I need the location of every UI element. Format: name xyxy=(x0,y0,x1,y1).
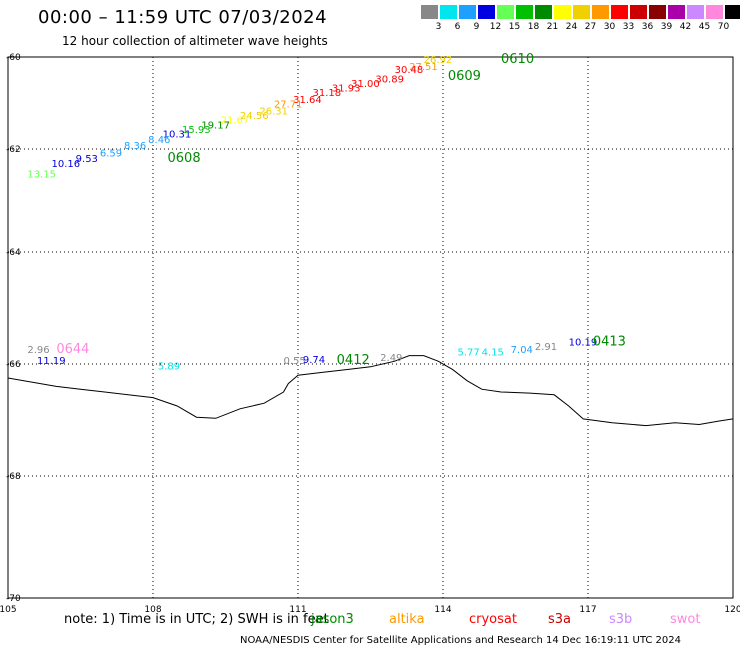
scale-swatch xyxy=(649,5,666,19)
wave-height-label: 9.74 xyxy=(303,355,325,366)
wave-height-label: 8.36 xyxy=(124,141,146,152)
wave-height-label: 31.18 xyxy=(313,88,342,99)
wave-height-label: 2.91 xyxy=(535,342,557,353)
lat-tick-label: -62 xyxy=(6,145,21,155)
map-subtitle: 12 hour collection of altimeter wave hei… xyxy=(62,34,328,48)
scale-swatch xyxy=(706,5,723,19)
scale-label: 39 xyxy=(660,22,673,32)
scale-label: 21 xyxy=(546,22,559,32)
scale-label: 12 xyxy=(489,22,502,32)
lat-tick-label: -64 xyxy=(6,248,21,258)
wave-height-label: 26.31 xyxy=(259,107,288,118)
pass-id-label: 0412 xyxy=(337,353,370,368)
pass-id-label: 0644 xyxy=(56,342,89,357)
satellite-s3a: s3a xyxy=(548,612,572,627)
scale-swatch xyxy=(687,5,704,19)
scale-label: 36 xyxy=(641,22,654,32)
wave-height-label: 7.04 xyxy=(511,345,533,356)
wave-height-label: 24.56 xyxy=(240,111,269,122)
wave-height-label: 27.51 xyxy=(409,62,438,73)
scale-label: 70 xyxy=(717,22,730,32)
pass-id-label: 0413 xyxy=(593,335,626,350)
wave-height-label: 13.15 xyxy=(27,169,56,180)
wave-height-label: 31.64 xyxy=(293,95,322,106)
lon-tick-label: 114 xyxy=(434,605,451,615)
coastline xyxy=(7,355,734,427)
scale-swatch xyxy=(573,5,590,19)
wave-height-label: 5.89 xyxy=(158,362,180,373)
lon-tick-label: 120 xyxy=(724,605,740,615)
pass-id-label: 0610 xyxy=(501,52,534,67)
lon-tick-label: 111 xyxy=(289,605,306,615)
wave-height-label: 15.93 xyxy=(182,125,211,136)
lat-tick-label: -66 xyxy=(6,360,21,370)
satellite-cryosat: cryosat xyxy=(469,612,517,627)
lon-tick-label: 105 xyxy=(0,605,17,615)
scale-swatch xyxy=(668,5,685,19)
wave-height-label: 19.17 xyxy=(201,120,230,131)
scale-label: 33 xyxy=(622,22,635,32)
pass-id-label: 0608 xyxy=(168,151,201,166)
scale-swatch xyxy=(459,5,476,19)
map-title: 00:00 – 11:59 UTC 07/03/2024 xyxy=(38,7,328,28)
wave-height-label: 6.59 xyxy=(100,149,122,160)
wave-height-label: 8.46 xyxy=(148,135,170,146)
wave-height-label: 5.77 xyxy=(458,348,480,359)
scale-label: 30 xyxy=(603,22,616,32)
wave-height-label: 21.67 xyxy=(221,116,250,127)
scale-swatch xyxy=(535,5,552,19)
wave-height-label: 10.16 xyxy=(52,159,81,170)
wave-height-label: 30.48 xyxy=(395,65,424,76)
scale-label: 24 xyxy=(565,22,578,32)
wave-height-label: 27.71 xyxy=(274,100,303,111)
scale-label: 6 xyxy=(454,22,461,32)
wave-height-label: 30.89 xyxy=(375,74,404,85)
wave-height-label: 2.96 xyxy=(27,345,49,356)
credit-line: NOAA/NESDIS Center for Satellite Applica… xyxy=(240,635,682,646)
units-note: note: 1) Time is in UTC; 2) SWH is in fe… xyxy=(64,612,329,627)
wave-height-label: 2.49 xyxy=(380,353,402,364)
lat-tick-label: -68 xyxy=(6,472,21,482)
wave-height-label: 26.92 xyxy=(424,55,453,66)
wave-height-label: 0.55 xyxy=(284,356,306,367)
scale-swatch xyxy=(478,5,495,19)
scale-swatch xyxy=(421,5,438,19)
satellite-jason3: jason3 xyxy=(311,612,354,627)
wave-height-label: 11.19 xyxy=(37,356,66,367)
scale-swatch xyxy=(497,5,514,19)
lon-tick-label: 117 xyxy=(579,605,596,615)
scale-swatch xyxy=(611,5,628,19)
wave-height-label: 9.53 xyxy=(76,154,98,165)
scale-swatch xyxy=(725,5,740,19)
wave-height-label: 31.00 xyxy=(351,79,380,90)
scale-label: 3 xyxy=(435,22,442,32)
wave-height-label: 31.93 xyxy=(332,84,361,95)
scale-swatch xyxy=(630,5,647,19)
satellite-altika: altika xyxy=(389,612,425,627)
scale-label: 15 xyxy=(508,22,521,32)
satellite-s3b: s3b xyxy=(609,612,633,627)
scale-label: 45 xyxy=(698,22,711,32)
lat-tick-label: -60 xyxy=(6,53,21,63)
lon-tick-label: 108 xyxy=(144,605,161,615)
map-frame xyxy=(7,56,734,599)
scale-swatch xyxy=(440,5,457,19)
wave-height-label: 10.31 xyxy=(163,130,192,141)
scale-label: 18 xyxy=(527,22,540,32)
scale-swatch xyxy=(554,5,571,19)
scale-label: 9 xyxy=(473,22,480,32)
scale-label: 42 xyxy=(679,22,692,32)
scale-swatch xyxy=(516,5,533,19)
pass-id-label: 0609 xyxy=(448,69,481,84)
satellite-swot: swot xyxy=(670,612,701,627)
wave-height-label: 10.19 xyxy=(569,338,598,349)
lat-tick-label: -70 xyxy=(6,594,21,604)
scale-swatch xyxy=(592,5,609,19)
wave-height-label: 4.15 xyxy=(482,348,504,359)
scale-label: 27 xyxy=(584,22,597,32)
